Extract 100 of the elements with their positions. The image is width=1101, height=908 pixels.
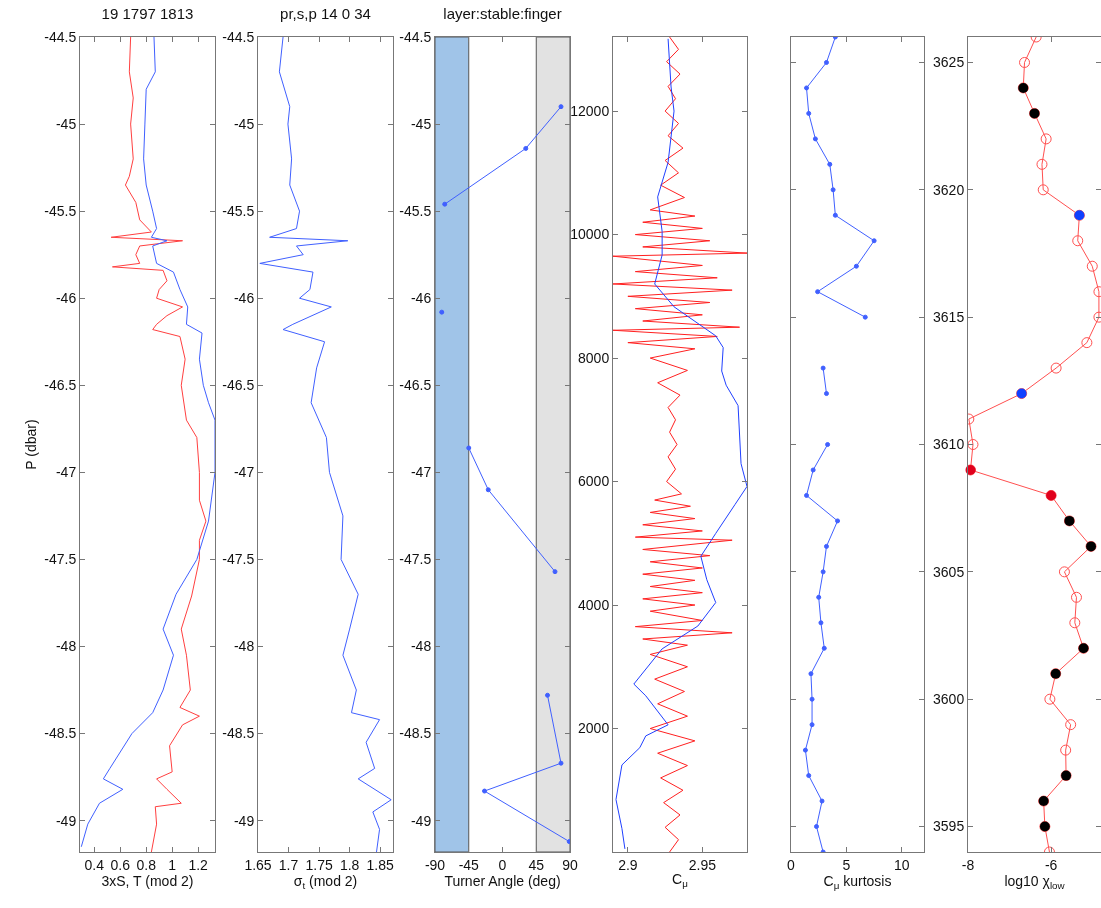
point: [558, 104, 564, 110]
x-tick-label: 1.8: [339, 856, 360, 873]
point: [821, 645, 827, 651]
y-tick-label: -46: [410, 290, 432, 307]
y-tick-label: 3615: [933, 309, 965, 326]
y-tick-label: 6000: [578, 473, 610, 490]
point: [1036, 158, 1048, 170]
y-tick-label: -45.5: [44, 203, 77, 220]
y-tick-label: -48.5: [222, 725, 255, 742]
x-tick-label: 1.2: [188, 856, 209, 873]
point: [809, 696, 815, 702]
x-tick-label: 2.9: [618, 856, 638, 873]
y-tick-label: 3625: [933, 54, 965, 71]
point: [810, 467, 816, 473]
point: [809, 722, 815, 728]
x-tick-label: 1.75: [305, 856, 333, 873]
y-tick-label: -46.5: [222, 377, 255, 394]
point: [482, 788, 487, 794]
point: [1070, 591, 1082, 603]
y-tick-label: 10000: [570, 226, 610, 243]
point: [862, 314, 868, 320]
point: [442, 201, 448, 207]
point: [806, 110, 812, 116]
point: [804, 85, 810, 91]
point: [819, 798, 825, 804]
chart-title: pr,s,p 14 0 34: [280, 4, 371, 22]
chart-title: 19 1797 1813: [101, 4, 194, 22]
x-tick-label: 0: [498, 856, 507, 873]
point: [1081, 337, 1093, 349]
y-tick-label: -47.5: [399, 551, 432, 568]
y-tick-label: -44.5: [44, 28, 77, 45]
y-tick-label: -49: [55, 812, 77, 829]
point: [1072, 235, 1084, 247]
point: [566, 839, 570, 845]
y-tick-label: -48: [55, 638, 77, 655]
point: [832, 212, 838, 218]
line-series: [80, 37, 215, 848]
chart-title: layer:stable:finger: [443, 4, 562, 22]
point: [485, 487, 491, 493]
y-tick-label: 2000: [578, 720, 610, 737]
point: [545, 692, 550, 698]
y-tick-label: -44.5: [399, 28, 432, 45]
point: [1069, 617, 1081, 629]
point: [804, 492, 810, 498]
y-tick-label: -45.5: [222, 203, 255, 220]
y-tick-label: -48.5: [44, 725, 77, 742]
point: [813, 824, 819, 830]
point: [827, 161, 833, 167]
point: [835, 518, 841, 524]
x-tick-label: 2.95: [688, 856, 717, 873]
y-tick-label: -47.5: [44, 551, 77, 568]
x-tick-label: 0.6: [110, 856, 131, 873]
y-tick-label: -45.5: [399, 203, 432, 220]
point: [968, 439, 979, 450]
point: [1065, 719, 1077, 731]
point: [825, 442, 831, 447]
y-tick-label: -44.5: [222, 28, 255, 45]
y-tick-label: 3605: [933, 563, 965, 580]
y-tick-label: -48: [233, 638, 255, 655]
y-tick-label: -48.5: [399, 725, 432, 742]
point: [815, 289, 821, 295]
y-tick-label: -47: [233, 464, 255, 481]
point: [558, 760, 564, 766]
point: [1040, 133, 1052, 145]
x-tick-label: 1.7: [278, 856, 299, 873]
y-tick-label: -45: [55, 115, 77, 132]
y-tick-label: -47: [410, 464, 432, 481]
y-tick-label: 3595: [933, 818, 965, 835]
point: [820, 569, 826, 575]
x-axis-title: 3xS, T (mod 2): [101, 872, 194, 889]
y-tick-label: -46.5: [44, 377, 77, 394]
x-tick-label: 1.65: [244, 856, 272, 873]
point: [1060, 744, 1072, 756]
point: [853, 263, 859, 269]
line-series: [259, 37, 392, 852]
x-tick-label: -90: [424, 856, 446, 873]
y-tick-label: 3620: [933, 181, 965, 198]
y-tick-label: -49: [233, 812, 255, 829]
y-tick-label: -46.5: [399, 377, 432, 394]
y-tick-label: -47.5: [222, 551, 255, 568]
y-tick-label: 4000: [578, 596, 610, 613]
x-tick-label: 1: [168, 856, 177, 873]
y-tick-label: -46: [55, 290, 77, 307]
point: [808, 671, 814, 677]
point: [1037, 184, 1049, 196]
y-tick-label: -45: [233, 115, 255, 132]
x-axis-title: log10 χ$_{low}$: [1004, 872, 1066, 891]
y-tick-label: -46: [233, 290, 255, 307]
y-tick-label: 3610: [933, 436, 965, 453]
y-tick-label: 8000: [578, 349, 610, 366]
y-tick-label: -48: [410, 638, 432, 655]
y-tick-label: -45: [410, 115, 432, 132]
y-tick-label: -49: [410, 812, 432, 829]
point: [1086, 260, 1098, 272]
x-tick-label: -45: [458, 856, 480, 873]
x-tick-label: 0.8: [136, 856, 157, 873]
line-series: [110, 37, 207, 852]
point: [830, 187, 836, 193]
point: [871, 238, 877, 244]
y-axis-title: P (dbar): [22, 419, 39, 470]
